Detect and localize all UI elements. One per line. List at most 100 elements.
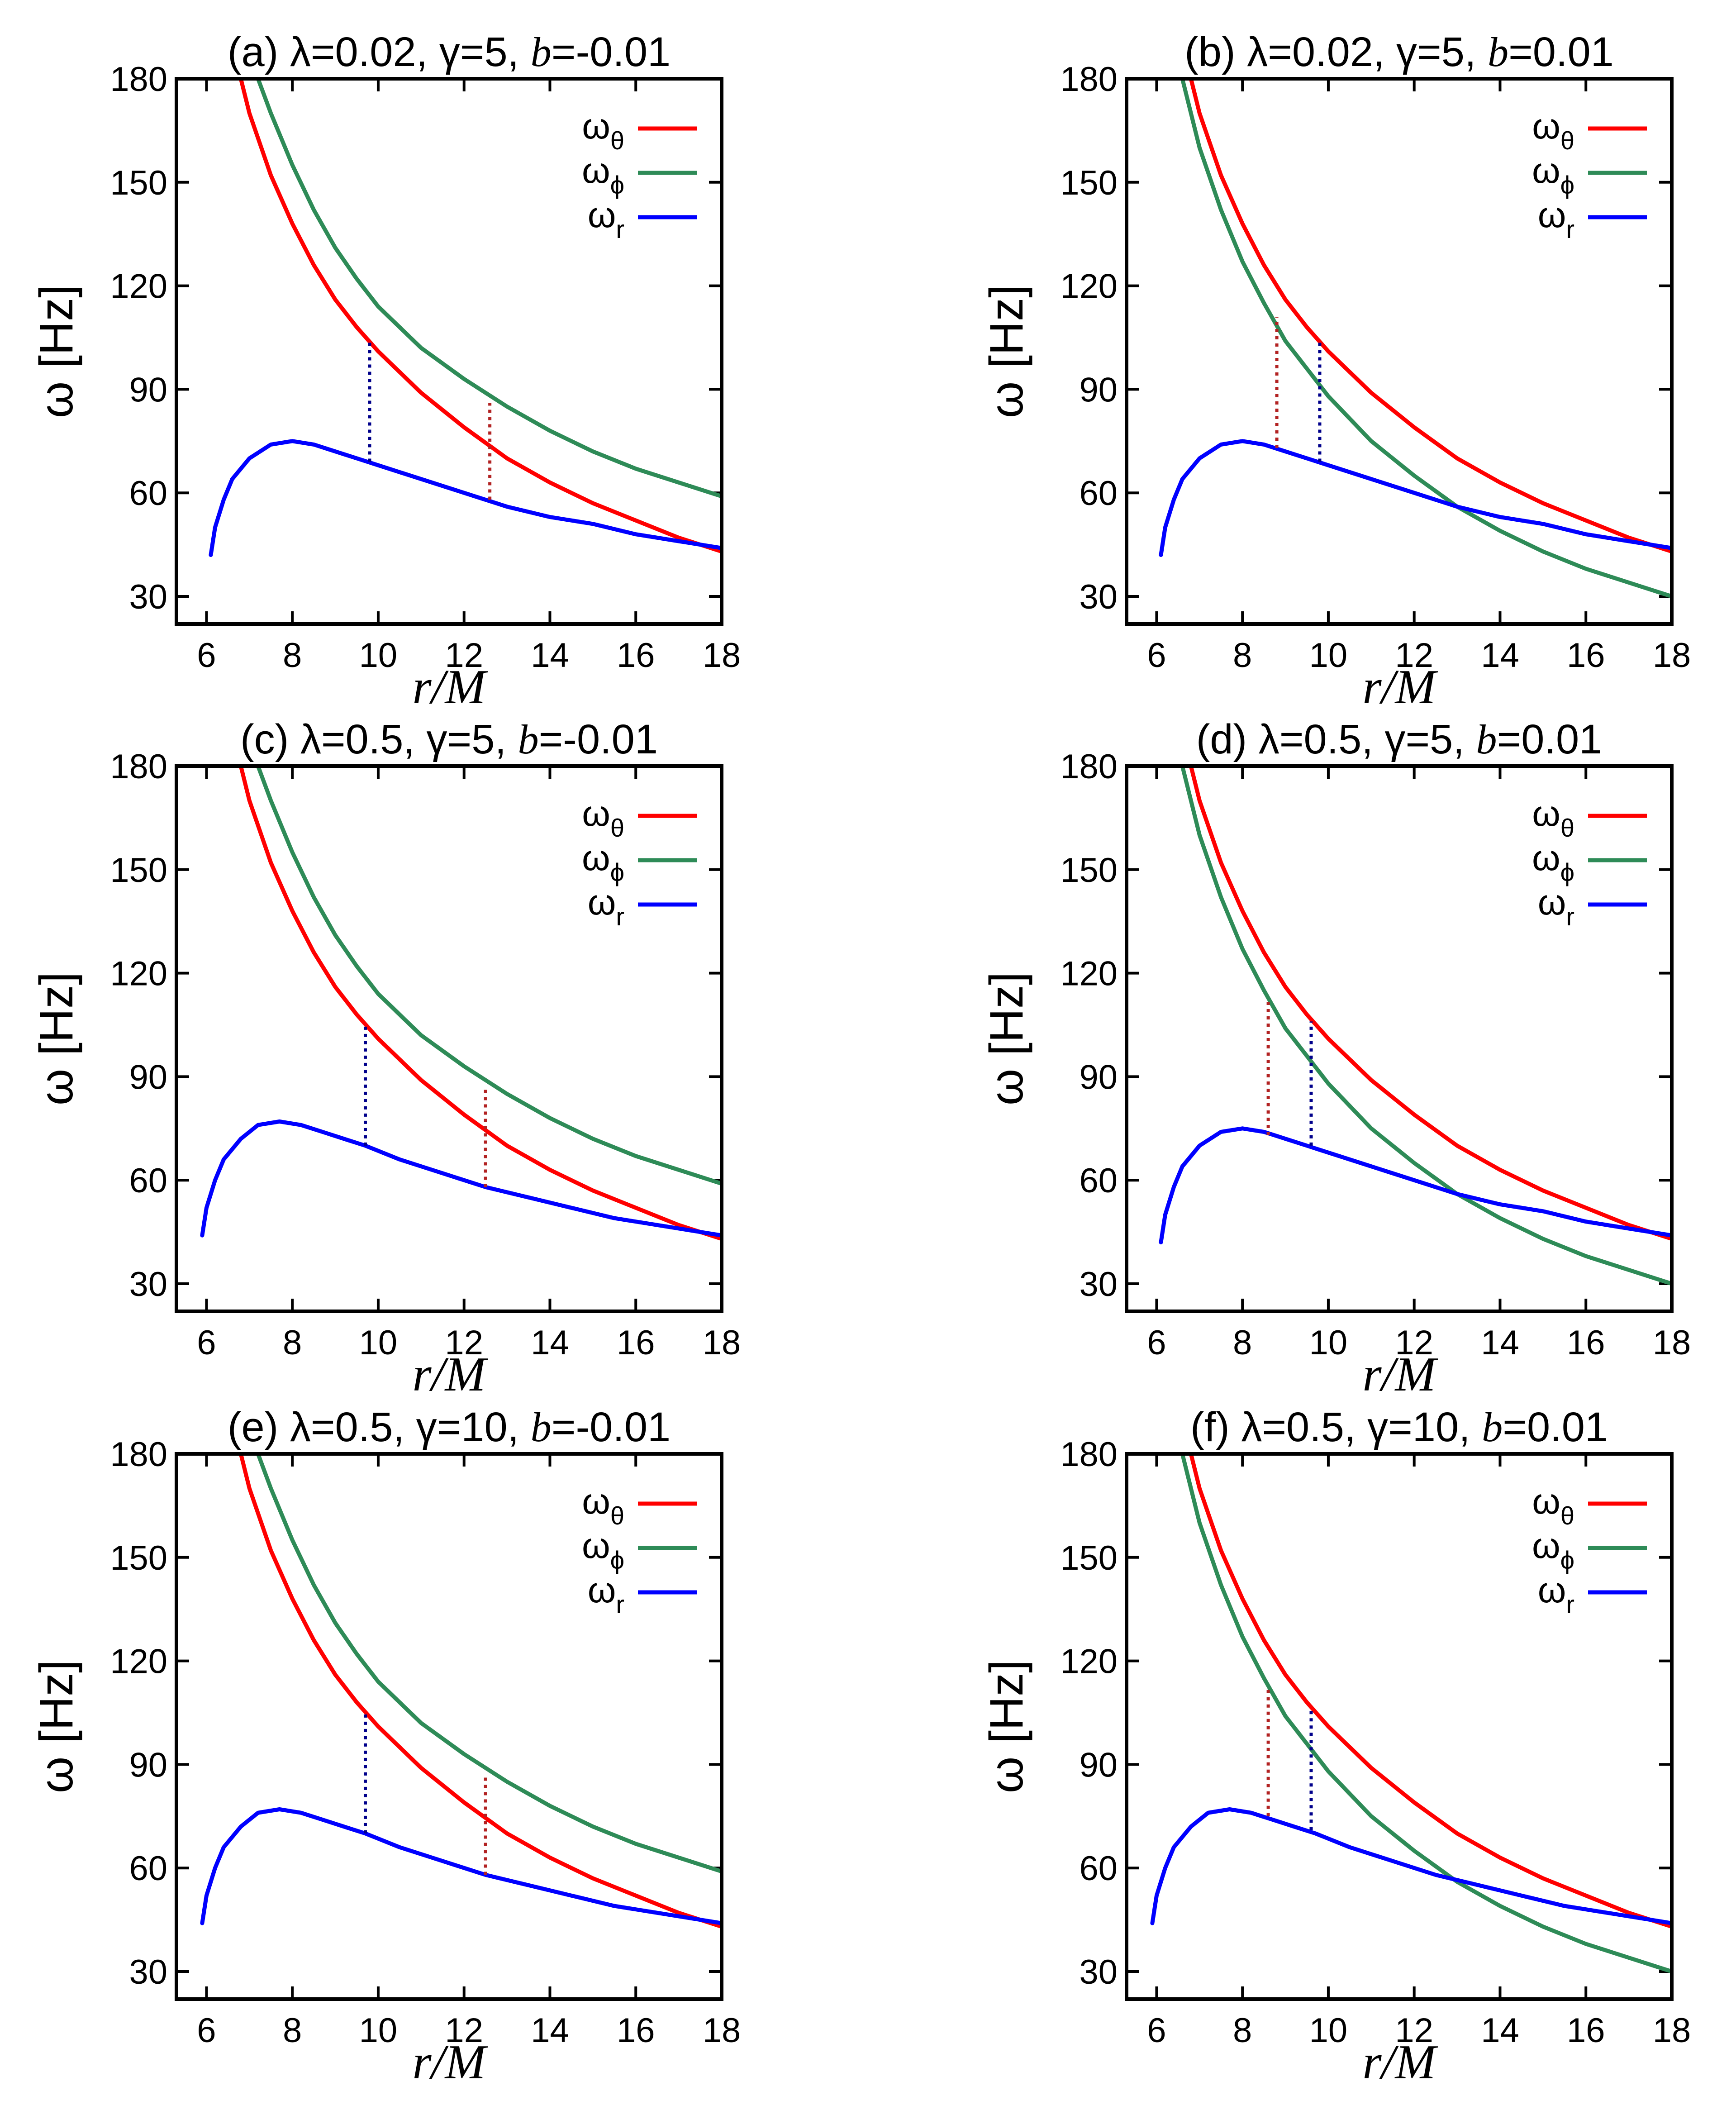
x-tick-label: 10 [1309, 636, 1348, 675]
legend-subscript: θ [1560, 126, 1574, 155]
x-axis-label: r/M [1363, 2035, 1438, 2089]
x-tick-label: 14 [1481, 2011, 1519, 2050]
x-axis-label: r/M [413, 2035, 488, 2089]
plot-frame [175, 1452, 723, 2001]
y-tick-label: 90 [129, 1058, 167, 1096]
panel-title-bval: =0.01 [1497, 716, 1602, 762]
series-line-ωθ [1189, 1454, 1672, 1929]
y-tick-label: 30 [129, 1953, 167, 1991]
x-tick-label: 14 [1481, 636, 1519, 675]
panel-title: (d) λ=0.5, γ=5, b=0.01 [1196, 716, 1603, 762]
panel-title-b: b [531, 1404, 552, 1450]
x-tick-label: 14 [531, 2011, 569, 2050]
y-tick-label: 150 [110, 851, 167, 890]
x-tick-label: 16 [1567, 636, 1605, 675]
panel-title-b: b [531, 29, 552, 75]
legend-subscript: θ [610, 814, 624, 842]
x-axis-label: r/M [1363, 1348, 1438, 1401]
x-tick-label: 10 [1309, 1324, 1348, 1362]
x-tick-label: 14 [1481, 1324, 1519, 1362]
panel-title-prefix: (f) λ=0.5, γ=10, [1190, 1404, 1482, 1450]
series-line-ωθ [238, 79, 722, 554]
y-axis-label: ω [Hz] [980, 1660, 1033, 1793]
y-tick-label: 60 [129, 474, 167, 513]
legend-label: ωϕ [582, 150, 624, 199]
legend-subscript: r [1566, 215, 1574, 243]
plot-frame [1125, 764, 1674, 1313]
y-tick-label: 60 [1079, 1849, 1118, 1888]
panel-title: (e) λ=0.5, γ=10, b=-0.01 [228, 1404, 671, 1450]
y-tick-label: 150 [110, 164, 167, 202]
y-axis-label: ω [Hz] [30, 285, 83, 418]
x-tick-label: 8 [1233, 1324, 1252, 1362]
legend-subscript: ϕ [610, 1546, 624, 1574]
y-tick-label: 60 [129, 1849, 167, 1888]
panel-title-prefix: (a) λ=0.02, γ=5, [228, 29, 531, 75]
legend-label: ωr [588, 195, 624, 243]
legend-symbol: ω [1532, 106, 1560, 146]
y-axis-label: ω [Hz] [30, 972, 83, 1105]
x-tick-label: 10 [359, 2011, 398, 2050]
x-tick-label: 12 [1395, 2011, 1433, 2050]
x-tick-label: 16 [1567, 1324, 1605, 1362]
y-axis-label: ω [Hz] [980, 285, 1033, 418]
y-tick-label: 60 [1079, 474, 1118, 513]
legend-symbol: ω [582, 106, 610, 146]
panel-title-bval: =-0.01 [552, 1404, 671, 1450]
x-tick-label: 12 [1395, 1324, 1433, 1362]
y-axis-label: ω [Hz] [980, 972, 1033, 1105]
panel-e: (e) λ=0.5, γ=10, b=-0.01 6 8 10 12 14 16 18 30 60… [30, 1404, 741, 2089]
legend-subscript: r [1566, 902, 1574, 931]
y-tick-label: 180 [1060, 748, 1118, 786]
legend-symbol: ω [588, 195, 616, 235]
x-tick-label: 18 [703, 636, 741, 675]
series-line-ωr [1159, 439, 1672, 557]
x-tick-label: 6 [197, 636, 216, 675]
x-tick-label: 14 [531, 1324, 569, 1362]
legend-label: ωθ [582, 1481, 624, 1530]
x-tick-label: 10 [359, 636, 398, 675]
legend-label: ωr [1538, 195, 1574, 243]
legend-symbol: ω [1538, 882, 1566, 922]
legend-symbol: ω [588, 1570, 616, 1610]
legend-subscript: r [616, 902, 624, 931]
legend-label: ωθ [1532, 106, 1574, 155]
legend-label: ωr [1538, 1570, 1574, 1619]
y-tick-label: 150 [1060, 851, 1118, 890]
panel-title: (c) λ=0.5, γ=5, b=-0.01 [240, 716, 658, 762]
legend-label: ωr [588, 882, 624, 931]
y-tick-label: 150 [1060, 164, 1118, 202]
legend-symbol: ω [582, 150, 610, 190]
panel-b: (b) λ=0.02, γ=5, b=0.01 6 8 10 12 14 16 18 30 60 9… [980, 29, 1691, 714]
legend-symbol: ω [1532, 838, 1560, 878]
legend-symbol: ω [582, 1525, 610, 1566]
plot-frame [1125, 77, 1674, 626]
panel-title-bval: =0.01 [1508, 29, 1614, 75]
legend-subscript: θ [1560, 1501, 1574, 1530]
y-tick-label: 90 [1079, 1746, 1118, 1784]
legend-label: ωr [1538, 882, 1574, 931]
panel-c: (c) λ=0.5, γ=5, b=-0.01 6 8 10 12 14 16 18 30 60 9… [30, 716, 741, 1401]
x-tick-label: 8 [283, 1324, 302, 1362]
y-tick-label: 180 [110, 748, 167, 786]
series-line-ωϕ [256, 1454, 722, 1874]
y-tick-label: 150 [1060, 1539, 1118, 1577]
x-tick-label: 6 [197, 1324, 216, 1362]
y-tick-label: 120 [1060, 955, 1118, 993]
x-tick-label: 16 [617, 2011, 655, 2050]
legend-symbol: ω [1538, 1570, 1566, 1610]
y-tick-label: 120 [110, 1643, 167, 1681]
panel-f: (f) λ=0.5, γ=10, b=0.01 6 8 10 12 14 16 18 30 60 9… [980, 1404, 1691, 2089]
series-line-ωϕ [1180, 1454, 1672, 1974]
legend-label: ωϕ [582, 1525, 624, 1574]
series-line-ωθ [1189, 79, 1672, 554]
y-tick-label: 30 [1079, 1953, 1118, 1991]
legend-subscript: θ [610, 126, 624, 155]
x-tick-label: 18 [703, 1324, 741, 1362]
x-tick-label: 6 [1147, 636, 1166, 675]
x-tick-label: 16 [617, 636, 655, 675]
y-axis-label: ω [Hz] [30, 1660, 83, 1793]
y-tick-label: 30 [1079, 1265, 1118, 1304]
panel-title-prefix: (e) λ=0.5, γ=10, [228, 1404, 531, 1450]
